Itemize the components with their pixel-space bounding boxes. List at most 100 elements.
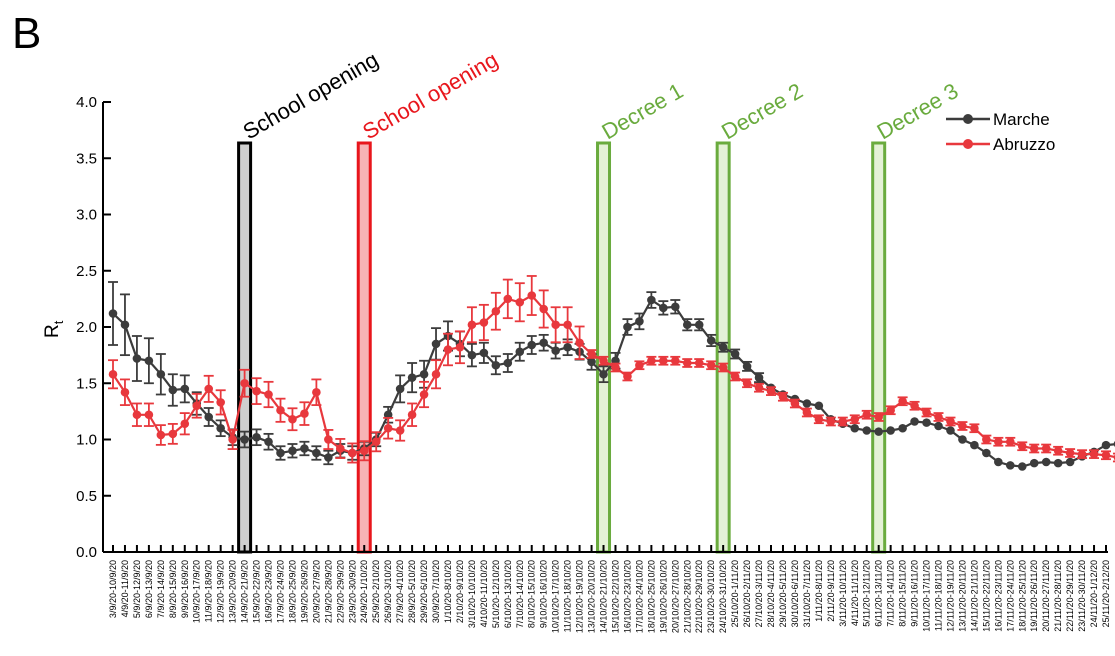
- data-point: [419, 369, 429, 379]
- data-point: [587, 357, 596, 367]
- data-point: [802, 399, 812, 408]
- data-point: [168, 385, 178, 395]
- data-point: [814, 414, 824, 424]
- data-point: [754, 383, 764, 393]
- x-tick-label-74: 16/11/20-23/11/20: [993, 560, 1003, 632]
- series-layer: [108, 275, 1115, 471]
- data-point: [718, 363, 728, 372]
- data-point: [1005, 437, 1015, 447]
- marker-label-1: School opening: [239, 47, 383, 144]
- data-point: [706, 360, 716, 370]
- x-tick-label-34: 7/10/20-14/10/20: [515, 560, 525, 628]
- y-tick-label-4: 2.0: [76, 319, 97, 336]
- data-point: [730, 372, 740, 381]
- y-tick-label-5: 2.5: [76, 263, 97, 280]
- x-tick-label-43: 16/10/20-23/10/20: [622, 560, 632, 633]
- y-axis-ticks: 0.0 0.5 1.0 1.5 2.0 2.5 3.0 3.5 4.0: [76, 94, 111, 561]
- data-point: [455, 342, 465, 352]
- data-point: [132, 354, 142, 363]
- x-tick-label-10: 13/9/20-20/9/20: [228, 560, 238, 623]
- x-tick-label-32: 5/10/20-12/10/20: [491, 560, 501, 628]
- data-point: [994, 437, 1003, 447]
- data-point: [276, 448, 285, 458]
- x-tick-label-15: 18/9/20-25/9/20: [287, 560, 297, 623]
- data-point: [694, 358, 704, 368]
- x-tick-label-12: 15/9/20-22/9/20: [252, 560, 262, 623]
- data-point: [539, 304, 548, 314]
- marker-label-4: Decree 2: [717, 78, 807, 144]
- x-tick-label-82: 24/11/20-1/12/20: [1089, 560, 1099, 627]
- x-tick-label-62: 4/11/20-11/11/20: [850, 560, 860, 626]
- data-point: [910, 417, 919, 426]
- x-tick-label-27: 30/9/20-7/10/20: [431, 560, 441, 623]
- marker-band-5: [871, 141, 887, 554]
- data-point: [551, 346, 560, 355]
- x-tick-label-47: 20/10/20-27/10/20: [670, 560, 680, 633]
- data-point: [491, 306, 501, 316]
- data-point: [922, 408, 931, 417]
- data-point: [730, 349, 740, 359]
- data-point: [874, 427, 883, 436]
- data-point: [802, 408, 812, 417]
- x-tick-label-75: 17/11/20-24/11/20: [1005, 560, 1015, 632]
- data-point: [407, 373, 417, 382]
- x-tick-label-20: 23/9/20-30/9/20: [347, 560, 357, 623]
- data-point: [635, 360, 644, 370]
- data-point: [563, 320, 572, 330]
- data-point: [264, 390, 273, 399]
- data-point: [982, 448, 991, 458]
- x-tick-label-66: 8/11/20-15/11/20: [898, 560, 908, 627]
- axes: 0.0 0.5 1.0 1.5 2.0 2.5 3.0 3.5 4.0 3/9/20-10/9/…: [76, 94, 1111, 633]
- data-point: [407, 410, 417, 420]
- marker-label-2: School opening: [358, 47, 502, 144]
- data-point: [742, 362, 752, 371]
- y-tick-label-6: 3.0: [76, 207, 97, 224]
- x-tick-label-70: 12/11/20-19/11/20: [945, 560, 955, 632]
- data-point: [515, 297, 525, 307]
- x-tick-label-3: 6/9/20-13/9/20: [144, 560, 154, 618]
- data-point: [934, 421, 943, 431]
- x-tick-label-42: 15/10/20-22/10/20: [610, 560, 620, 633]
- x-tick-label-17: 20/9/20-27/9/20: [311, 560, 321, 623]
- panel-label: B: [12, 9, 41, 58]
- data-point: [216, 398, 225, 407]
- data-point: [754, 373, 764, 382]
- data-point: [659, 303, 668, 313]
- data-point: [551, 320, 560, 330]
- data-point: [216, 423, 225, 433]
- data-point: [395, 384, 405, 394]
- data-point: [228, 435, 237, 444]
- data-point: [635, 317, 644, 326]
- data-point: [587, 349, 596, 359]
- x-tick-label-65: 7/11/20-14/11/20: [886, 560, 896, 627]
- y-tick-label-8: 4.0: [76, 94, 97, 111]
- data-point: [886, 426, 895, 435]
- data-point: [1077, 449, 1087, 459]
- x-tick-label-45: 18/10/20-25/10/20: [646, 560, 656, 633]
- data-point: [180, 419, 190, 429]
- x-tick-label-52: 25/10/20-1/11/20: [730, 560, 740, 627]
- x-tick-label-9: 12/9/20-19/9/20: [216, 560, 226, 623]
- data-point: [970, 440, 979, 450]
- data-point: [288, 414, 297, 424]
- x-tick-label-46: 19/10/20-26/10/20: [658, 560, 668, 633]
- data-point: [336, 444, 345, 453]
- data-point: [491, 360, 501, 370]
- data-point: [563, 342, 572, 352]
- x-tick-label-80: 22/11/20-29/11/20: [1065, 560, 1075, 632]
- y-axis-label: Rt: [42, 320, 66, 338]
- data-point: [312, 448, 321, 458]
- data-point: [982, 435, 991, 444]
- data-point: [120, 387, 130, 397]
- marker-band-1: [237, 141, 253, 554]
- data-point: [970, 423, 979, 433]
- x-tick-label-24: 27/9/20-4/10/20: [395, 560, 405, 623]
- data-point: [994, 457, 1003, 467]
- x-tick-label-63: 5/11/20-12/11/20: [862, 560, 872, 627]
- x-tick-label-5: 8/9/20-15/9/20: [168, 560, 178, 618]
- data-point: [276, 405, 285, 415]
- x-tick-label-71: 13/11/20-20/11/20: [957, 560, 967, 632]
- data-point: [1041, 444, 1051, 453]
- data-point: [874, 412, 883, 422]
